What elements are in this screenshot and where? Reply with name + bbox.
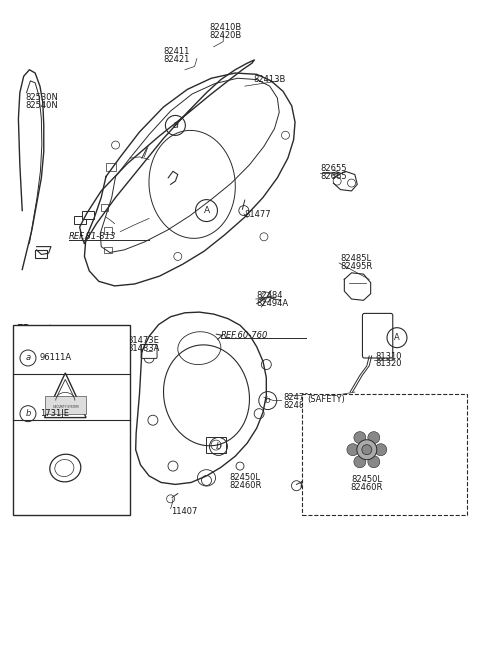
Circle shape [357, 440, 377, 460]
Text: 82530N: 82530N [25, 93, 59, 102]
Text: 81483A: 81483A [128, 344, 160, 353]
Text: 82460R: 82460R [229, 480, 262, 489]
Circle shape [368, 432, 380, 443]
Bar [12, 325, 130, 515]
Text: REF.60-760: REF.60-760 [221, 330, 268, 340]
Text: b: b [216, 442, 221, 451]
Text: b: b [265, 396, 271, 405]
Text: 82495R: 82495R [340, 261, 373, 271]
Circle shape [347, 443, 359, 456]
Text: 82484: 82484 [257, 291, 283, 300]
Text: 82473: 82473 [300, 481, 326, 490]
Text: A: A [394, 333, 400, 342]
Text: FR.: FR. [16, 323, 34, 334]
Text: a: a [172, 120, 179, 131]
FancyBboxPatch shape [82, 211, 94, 219]
Circle shape [354, 456, 366, 468]
Text: 96111A: 96111A [40, 353, 72, 363]
Text: 81310: 81310 [375, 351, 401, 361]
Circle shape [354, 432, 366, 443]
Text: a: a [25, 353, 31, 363]
Text: 81477: 81477 [245, 210, 271, 219]
Text: REF.81-813: REF.81-813 [69, 233, 116, 241]
Text: 82471L: 82471L [283, 393, 314, 402]
Bar [45, 396, 86, 415]
Text: 82450L: 82450L [351, 474, 383, 484]
Text: 82485L: 82485L [340, 254, 372, 263]
Bar [104, 246, 112, 253]
FancyBboxPatch shape [74, 216, 85, 225]
Bar [104, 227, 112, 233]
Text: 82540N: 82540N [25, 101, 59, 110]
Bar [101, 204, 108, 211]
Text: 82460R: 82460R [351, 482, 383, 491]
Text: A: A [204, 206, 210, 215]
Bar [106, 164, 116, 171]
Text: 81473E: 81473E [128, 336, 159, 345]
FancyBboxPatch shape [141, 344, 157, 359]
Text: 1731JE: 1731JE [40, 409, 69, 418]
Text: 82411: 82411 [163, 47, 190, 56]
Text: 82421: 82421 [163, 55, 190, 64]
Text: 82494A: 82494A [257, 299, 289, 308]
Text: 81320: 81320 [375, 359, 401, 369]
Bar [302, 394, 468, 515]
Text: (SAFETY): (SAFETY) [307, 395, 345, 404]
Text: 82481R: 82481R [283, 401, 315, 410]
FancyBboxPatch shape [35, 250, 47, 258]
Text: 82410B: 82410B [209, 22, 241, 32]
Text: SECURITY SYSTEM: SECURITY SYSTEM [52, 405, 78, 409]
Text: 82420B: 82420B [209, 30, 241, 39]
Text: 82450L: 82450L [229, 472, 261, 482]
Circle shape [368, 456, 380, 468]
Circle shape [362, 445, 372, 455]
Text: b: b [25, 409, 31, 418]
Text: 82655: 82655 [321, 164, 347, 173]
FancyBboxPatch shape [362, 313, 393, 358]
Text: 82665: 82665 [321, 172, 347, 181]
Circle shape [375, 443, 387, 456]
Text: 11407: 11407 [170, 507, 197, 516]
Text: 82413B: 82413B [253, 75, 286, 84]
